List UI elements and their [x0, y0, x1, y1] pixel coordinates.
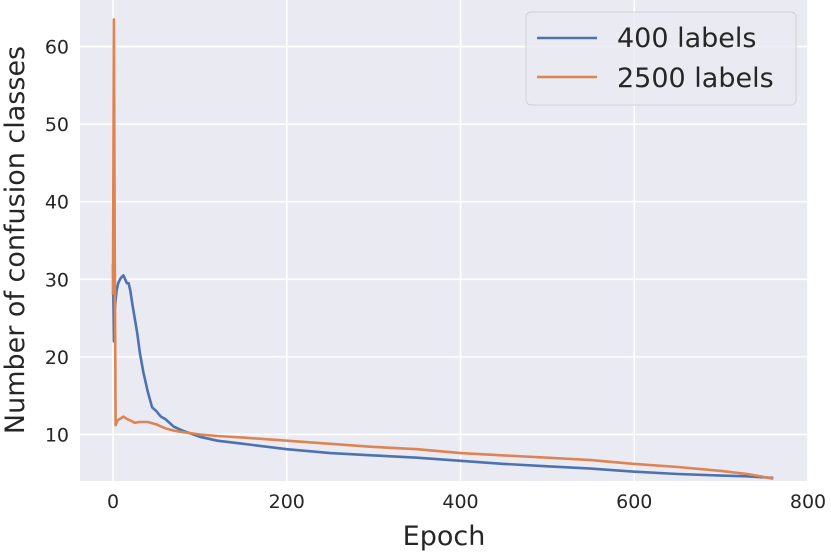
x-tick-label-600: 600	[616, 491, 652, 513]
legend-label-2500-labels: 2500 labels	[617, 63, 774, 94]
legend: 400 labels 2500 labels	[525, 11, 797, 106]
x-tick-label-0: 0	[107, 491, 119, 513]
y-tick-label-20: 20	[45, 347, 69, 369]
y-tick-label-50: 50	[45, 114, 69, 136]
tick-labels: 0 200 400 600 800 10 20 30 40 50 60	[45, 37, 826, 513]
series-line-400-labels	[111, 263, 774, 480]
y-tick-label-30: 30	[45, 269, 69, 291]
y-axis-label: Number of confusion classes	[0, 46, 31, 434]
x-axis-label: Epoch	[403, 521, 486, 552]
series-line-2500-labels	[111, 18, 774, 480]
y-tick-label-60: 60	[45, 37, 69, 59]
series-lines	[111, 18, 774, 480]
x-tick-label-200: 200	[269, 491, 305, 513]
legend-label-400-labels: 400 labels	[617, 23, 756, 54]
y-tick-label-10: 10	[45, 424, 69, 446]
y-tick-label-40: 40	[45, 192, 69, 214]
x-tick-label-800: 800	[790, 491, 826, 513]
x-tick-label-400: 400	[442, 491, 478, 513]
legend-box	[525, 11, 797, 106]
